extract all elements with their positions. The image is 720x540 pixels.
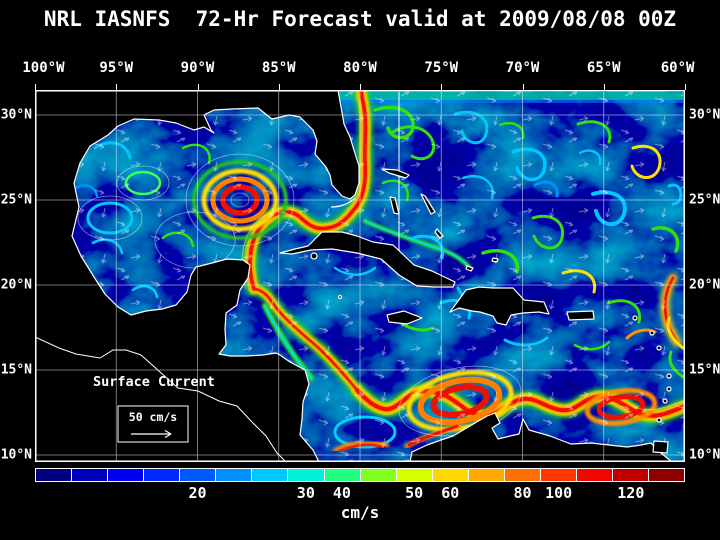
axis-tick (360, 84, 361, 90)
colorbar-cell (468, 469, 504, 481)
colorbar-cell (252, 469, 288, 481)
lon-tick-label: 70°W (505, 60, 540, 76)
axis-tick (197, 84, 199, 90)
axis-tick (522, 84, 524, 90)
latitude-axis-left: 30°N 25°N 20°N 15°N 10°N (0, 0, 34, 540)
surface-current-map: Surface Current 50 cm/s (34, 82, 693, 463)
colorbar-tick-label: 20 (188, 484, 207, 502)
axis-tick (35, 84, 36, 90)
colorbar (35, 468, 685, 482)
lon-tick-label: 95°W (99, 60, 134, 76)
map-border (35, 90, 685, 462)
pacific-coastline (34, 336, 287, 463)
colorbar-cell (360, 469, 396, 481)
colorbar-cell (72, 469, 108, 481)
map-annotations: Surface Current 50 cm/s (93, 374, 215, 443)
lat-tick-label: 15°N (689, 362, 720, 378)
colorbar-tick-label: 100 (545, 484, 573, 502)
lat-tick-label: 30°N (689, 107, 720, 123)
lon-tick-label: 75°W (424, 60, 459, 76)
colorbar-cell (324, 469, 360, 481)
colorbar-tick-label: 60 (441, 484, 460, 502)
colorbar-cell (613, 469, 649, 481)
axis-tick (441, 84, 443, 90)
lon-tick-label: 65°W (586, 60, 621, 76)
colorbar-ticks: 20 30 40 50 60 80 100 120 (35, 484, 685, 502)
grid-lines (35, 90, 685, 462)
colorbar-cell (432, 469, 468, 481)
colorbar-tick-label: 30 (296, 484, 315, 502)
colorbar-cell (180, 469, 216, 481)
lon-tick-label: 100°W (22, 60, 65, 76)
lon-tick-label: 80°W (343, 60, 377, 76)
axis-tick (278, 84, 280, 90)
reference-vector-label: 50 cm/s (129, 410, 177, 424)
colorbar-cell (396, 469, 432, 481)
lat-tick-label: 25°N (0, 192, 32, 208)
lon-tick-label: 60°W (660, 60, 695, 76)
longitude-axis: 100°W 95°W 90°W 85°W 80°W 75°W 70°W 65°W… (22, 58, 694, 90)
lon-tick-label: 90°W (180, 60, 215, 76)
axis-tick (603, 84, 605, 90)
map-area: Surface Current 50 cm/s (34, 82, 693, 463)
reference-vector-arrow-icon (131, 429, 172, 439)
lat-tick-label: 20°N (0, 277, 32, 293)
figure-title: NRL IASNFS 72-Hr Forecast valid at 2009/… (43, 7, 677, 31)
colorbar-cell (144, 469, 180, 481)
lat-tick-label: 25°N (689, 192, 720, 208)
latitude-axis-right: 30°N 25°N 20°N 15°N 10°N (687, 0, 720, 540)
lat-tick-label: 15°N (0, 362, 32, 378)
axis-tick (116, 84, 118, 90)
colorbar-cell (649, 469, 685, 481)
colorbar-units-label: cm/s (340, 503, 380, 522)
colorbar-tick-label: 80 (513, 484, 532, 502)
lon-tick-label: 85°W (261, 60, 296, 76)
colorbar-cell (36, 469, 72, 481)
colorbar-cell (504, 469, 540, 481)
lat-tick-label: 30°N (0, 107, 32, 123)
colorbar-tick-label: 120 (617, 484, 645, 502)
florida-keys (330, 197, 356, 208)
lat-tick-label: 10°N (689, 447, 720, 463)
axis-tick (685, 84, 686, 90)
colorbar-tick-label: 50 (405, 484, 424, 502)
reference-vector-box (117, 405, 189, 443)
colorbar-cell (288, 469, 324, 481)
lat-tick-label: 10°N (0, 447, 32, 463)
lat-tick-label: 20°N (689, 277, 720, 293)
colorbar-cell (540, 469, 576, 481)
colorbar-tick-label: 40 (332, 484, 351, 502)
surface-current-label: Surface Current (93, 374, 215, 390)
colorbar-cell (108, 469, 144, 481)
colorbar-cell (216, 469, 252, 481)
colorbar-cell (576, 469, 612, 481)
